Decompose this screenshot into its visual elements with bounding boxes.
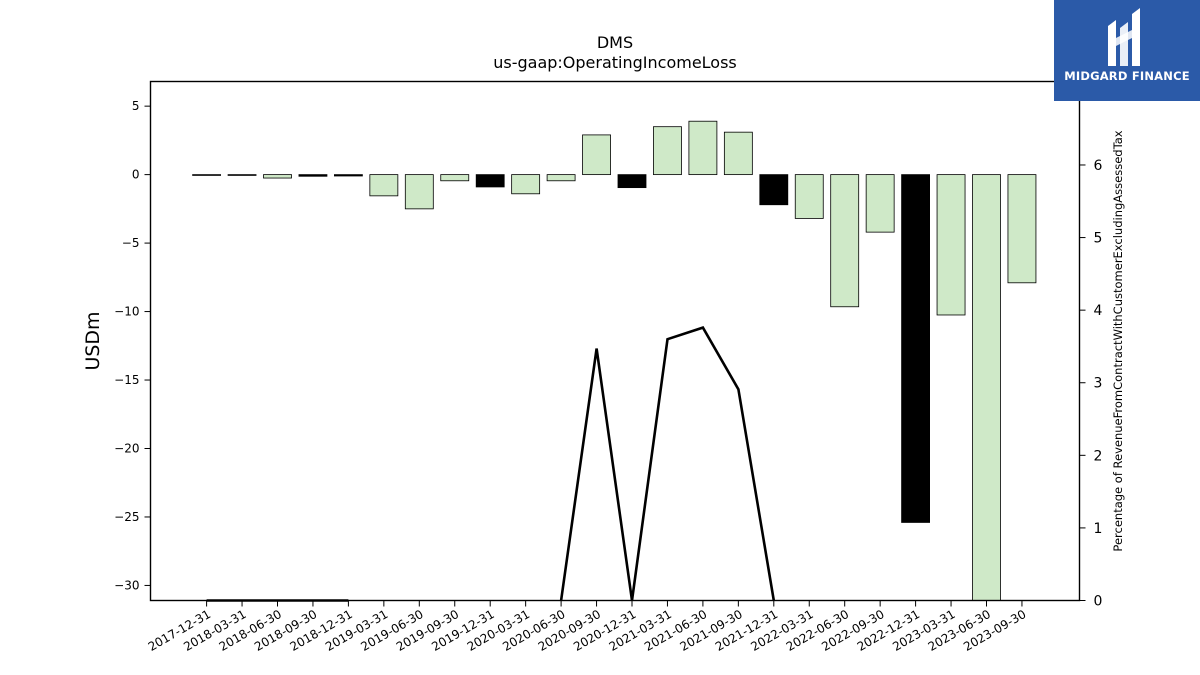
bar-2019-06-30 [404,174,434,210]
bar-2019-12-31 [475,174,505,188]
bar-2017-12-31 [192,174,222,176]
y2-axis-label: Percentage of RevenueFromContractWithCus… [1111,130,1125,551]
y-tick-label: 5 [132,99,140,113]
bar-2023-09-30 [1007,174,1037,284]
bar-2019-09-30 [440,174,470,182]
chart-subtitle: us-gaap:OperatingIncomeLoss [493,53,737,72]
y2-tick-label: 2 [1094,448,1103,464]
bar-2022-03-31 [794,174,824,219]
bar-2021-09-30 [723,131,753,176]
y-tick-label: −30 [114,578,139,592]
y2-tick-label: 1 [1094,521,1103,537]
bar-2023-03-31 [936,174,966,316]
bar-2018-03-31 [227,174,257,176]
y-tick-label: −15 [114,373,139,387]
brand-name: MIDGARD FINANCE [1064,69,1190,83]
y-axis-label: USDm [82,311,104,370]
y-tick-label: −20 [114,441,139,455]
bar-2023-06-30 [972,174,1001,601]
bar-2022-06-30 [830,174,860,308]
y-tick-label: −5 [122,236,140,250]
midgard-logo-icon [1108,8,1140,66]
y-tick-label: 0 [132,168,140,182]
bar-2022-12-31 [901,174,930,523]
bar-2020-06-30 [546,174,576,182]
bar-2018-09-30 [298,174,328,177]
y2-tick-label: 4 [1094,303,1103,319]
bar-2018-12-31 [333,174,363,177]
bar-2021-12-31 [759,174,789,206]
bar-2022-09-30 [865,174,895,233]
y-tick-label: −10 [114,305,139,319]
y2-tick-label: 0 [1094,594,1103,610]
bar-2018-06-30 [263,174,292,179]
bar-2021-03-31 [653,126,682,176]
bar-2020-12-31 [617,174,647,189]
ratio-line-segment-2 [559,326,776,601]
bar-2019-03-31 [369,174,399,197]
brand-logo: MIDGARD FINANCE [1054,0,1200,101]
y2-tick-label: 6 [1094,158,1103,174]
plot-frame [149,80,1081,602]
y-tick-label: −25 [114,510,139,524]
bar-2020-09-30 [582,134,611,176]
y2-tick-label: 3 [1094,376,1103,392]
chart-title: DMS [597,33,633,52]
bar-2020-03-31 [511,174,541,195]
y2-tick-label: 5 [1094,231,1103,247]
bar-2021-06-30 [688,120,718,176]
